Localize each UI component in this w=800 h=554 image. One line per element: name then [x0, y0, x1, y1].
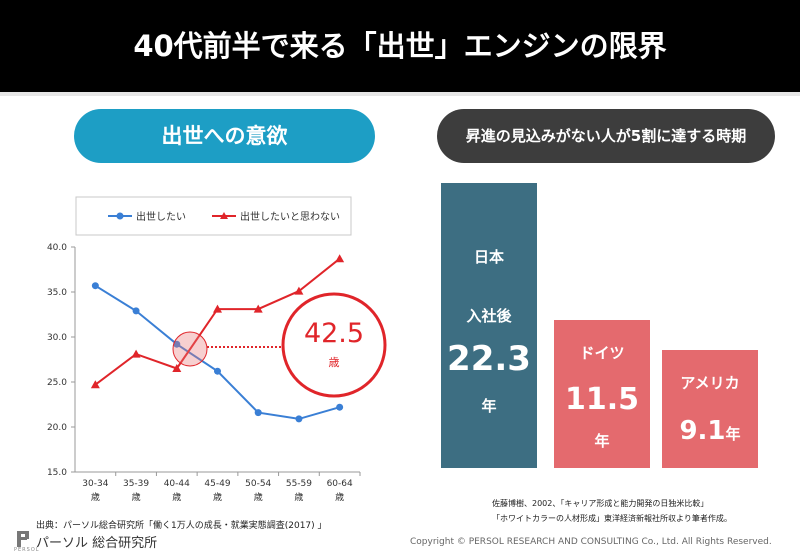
source-right-line1: 佐藤博樹、2002、「キャリア形成と能力開発の日独米比較」	[492, 499, 709, 508]
bar-germany-value: 11.5	[564, 382, 640, 417]
bar-japan-unit: 年	[481, 397, 497, 415]
divider	[0, 92, 800, 96]
bar-germany: ドイツ 11.5 年	[554, 320, 650, 468]
crossover-highlight	[172, 331, 208, 367]
footer-copyright: Copyright © PERSOL RESEARCH AND CONSULTI…	[410, 537, 772, 547]
data-point-series-2	[172, 364, 182, 372]
x-tick-label: 40-44	[164, 479, 190, 489]
source-right-line2: 「ホワイトカラーの人材形成」東洋経済新報社所収より筆者作成。	[492, 514, 732, 523]
y-tick-label: 30.0	[47, 333, 67, 343]
page-title: 40代前半で来る「出世」エンジンの限界	[0, 0, 800, 92]
bar-germany-label: ドイツ	[579, 344, 625, 362]
legend-label-series-2: 出世したいと思わない	[240, 210, 340, 223]
bar-japan-value: 22.3	[447, 339, 531, 379]
x-tick-label: 60-64	[327, 479, 353, 489]
x-tick-label: 歳	[91, 491, 100, 503]
source-left: 出典：パーソル総合研究所「働く1万人の成長・就業実態調査(2017) 」	[36, 521, 327, 531]
bar-usa-unit: 年	[725, 425, 741, 443]
footer-company: パーソル 総合研究所	[36, 536, 158, 551]
data-point-series-2	[213, 304, 222, 313]
section-pill-promotion: 昇進の見込みがない人が5割に達する時期	[437, 109, 775, 163]
data-point-series-2	[253, 304, 263, 313]
section-pill-motivation: 出世への意欲	[74, 109, 375, 163]
x-tick-label: 歳	[294, 491, 303, 503]
footer-brand: PERSOL	[14, 547, 40, 553]
line-chart: 出世したい 出世したいと思わない 15.0 20.0 25.0 30.0 35.0 40.…	[47, 196, 361, 503]
callout-circle	[281, 292, 387, 398]
x-tick-label: 歳	[254, 491, 263, 503]
callout-value: 42.5	[303, 318, 365, 349]
data-point-series-1	[254, 409, 262, 417]
x-tick-label: 45-49	[204, 479, 230, 489]
data-point-series-2	[294, 286, 304, 295]
bar-usa-label: アメリカ	[680, 374, 740, 392]
y-tick-label: 40.0	[47, 243, 67, 253]
y-tick-label: 20.0	[47, 423, 67, 433]
data-point-series-1	[173, 340, 181, 348]
legend-marker-series-2	[220, 212, 228, 219]
x-tick-label: 30-34	[82, 479, 108, 489]
y-tick-label: 25.0	[47, 378, 67, 388]
data-point-series-1	[336, 403, 344, 411]
data-point-series-2	[90, 380, 100, 389]
callout-unit: 歳	[328, 356, 340, 369]
x-tick-label: 歳	[213, 491, 222, 503]
x-tick-label: 歳	[132, 491, 141, 503]
x-tick-label: 歳	[335, 491, 344, 503]
x-tick-label: 50-54	[245, 479, 271, 489]
chart-legend: 出世したい 出世したいと思わない	[75, 196, 352, 236]
x-tick-label: 歳	[172, 491, 181, 503]
data-point-series-2	[335, 254, 345, 263]
bar-usa: アメリカ 9.1年	[662, 350, 758, 468]
x-tick-label: 55-59	[286, 479, 312, 489]
bar-japan-label: 日本	[473, 248, 504, 266]
bar-japan: 日本 入社後 22.3 年	[441, 183, 537, 468]
bar-germany-unit: 年	[594, 432, 610, 450]
legend-label-series-1: 出世したい	[136, 210, 186, 223]
data-point-series-1	[91, 282, 99, 290]
persol-logo-icon	[17, 531, 29, 547]
data-point-series-1	[132, 307, 140, 315]
y-tick-label: 35.0	[47, 288, 67, 298]
x-tick-label: 35-39	[123, 479, 149, 489]
data-point-series-1	[295, 415, 303, 423]
bar-japan-sublabel: 入社後	[466, 307, 512, 325]
legend-marker-series-1	[116, 212, 124, 220]
data-point-series-2	[131, 349, 141, 358]
data-point-series-1	[214, 367, 221, 375]
y-tick-label: 15.0	[47, 468, 67, 478]
bar-usa-value: 9.1	[679, 416, 726, 446]
